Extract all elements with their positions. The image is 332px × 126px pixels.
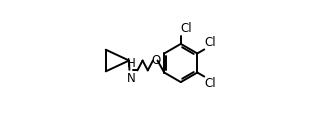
Text: O: O [151, 54, 160, 67]
Text: H: H [127, 57, 136, 70]
Text: N: N [127, 72, 136, 85]
Text: Cl: Cl [205, 36, 216, 49]
Text: Cl: Cl [205, 77, 216, 90]
Text: Cl: Cl [181, 22, 193, 35]
